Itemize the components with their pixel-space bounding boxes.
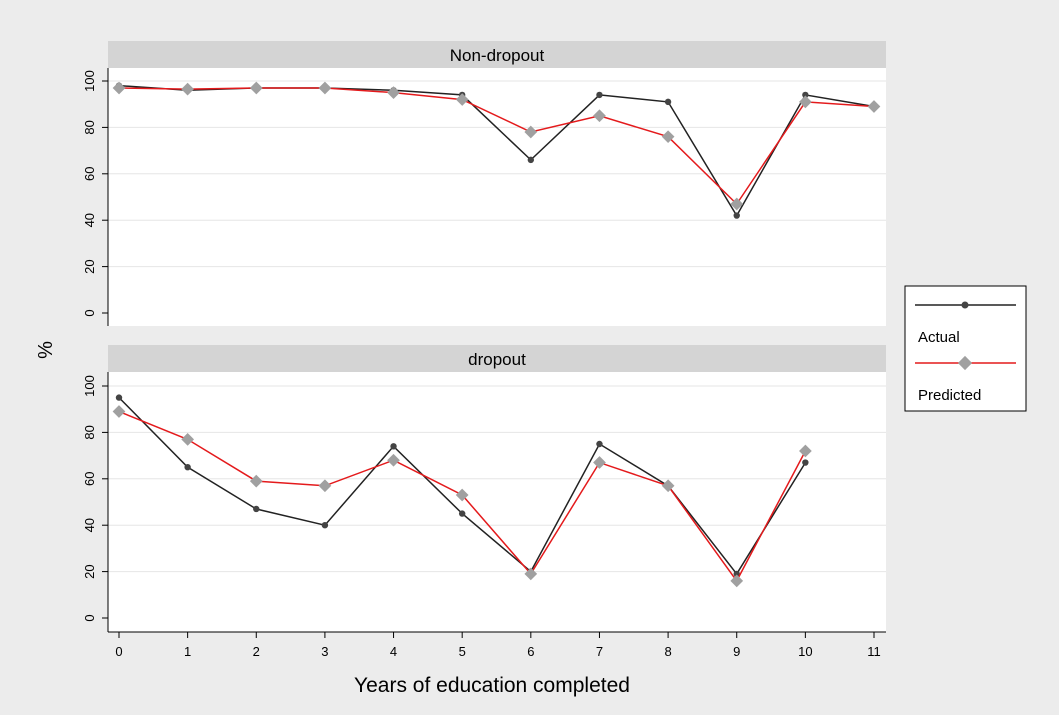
panel-title: dropout [468, 350, 526, 369]
predicted-point [112, 81, 126, 95]
actual-point [596, 440, 603, 448]
actual-point [802, 91, 809, 99]
predicted-point [730, 197, 744, 211]
x-tick-label: 3 [321, 644, 328, 659]
predicted-point [867, 100, 881, 113]
legend-actual-marker [961, 301, 969, 309]
actual-point [802, 459, 809, 466]
legend: Actual Predicted [904, 285, 1027, 412]
actual-point [184, 464, 191, 471]
y-tick-label: 80 [82, 120, 97, 134]
panel-header [108, 345, 886, 372]
actual-point [458, 510, 466, 517]
actual-point [321, 522, 329, 529]
predicted-point [112, 405, 126, 418]
y-axis-label: % [35, 341, 57, 359]
series-line-predicted [118, 87, 875, 206]
x-tick-label: 1 [184, 644, 191, 659]
predicted-point [249, 81, 263, 95]
actual-point [733, 212, 740, 219]
x-axis: 0 1 2 3 4 5 6 7 8 9 10 11 [108, 631, 886, 659]
x-tick-label: 0 [115, 644, 122, 659]
panels: Non-dropout 0 20 40 60 80 100 dropout 0 20 40 60 80 1… [82, 41, 886, 632]
actual-point [664, 98, 672, 106]
predicted-point [249, 474, 263, 488]
predicted-point [181, 82, 194, 96]
actual-point [115, 394, 123, 401]
predicted-point [181, 433, 195, 446]
y-tick-label: 80 [82, 425, 97, 439]
y-tick-label: 40 [82, 213, 97, 227]
x-tick-label: 7 [596, 644, 603, 659]
y-tick-label: 100 [82, 70, 97, 92]
panel-title: Non-dropout [450, 46, 545, 65]
x-tick-label: 4 [390, 644, 397, 659]
x-tick-label: 10 [798, 644, 812, 659]
plot-area [108, 372, 886, 632]
panel-header [108, 41, 886, 68]
predicted-point [387, 86, 400, 99]
legend-box [904, 285, 1027, 412]
y-tick-label: 0 [82, 309, 97, 316]
panel-2: dropout 0 20 40 60 80 100 [82, 345, 886, 632]
y-tick-label: 20 [82, 259, 97, 273]
predicted-point [661, 479, 675, 493]
y-tick-label: 40 [82, 518, 97, 532]
predicted-point [799, 444, 812, 458]
x-tick-label: 2 [253, 644, 260, 659]
y-tick-label: 20 [82, 564, 97, 578]
x-tick-label: 8 [664, 644, 671, 659]
y-tick-label: 100 [82, 375, 97, 397]
predicted-point [387, 453, 400, 467]
x-axis-label: Years of education completed [354, 674, 630, 697]
y-tick-label: 60 [82, 472, 97, 486]
x-tick-label: 9 [733, 644, 740, 659]
x-tick-label: 11 [867, 644, 881, 659]
panel-1: Non-dropout 0 20 40 60 80 100 [82, 41, 886, 326]
predicted-point [661, 130, 675, 144]
actual-point [596, 91, 603, 99]
y-tick-label: 60 [82, 167, 97, 181]
actual-point [733, 570, 740, 578]
actual-point [390, 443, 397, 450]
legend-predicted-marker [957, 355, 973, 371]
y-tick-label: 0 [82, 614, 97, 621]
plot-area [108, 68, 886, 326]
legend-label-predicted: Predicted [918, 387, 981, 404]
actual-point [253, 505, 260, 513]
actual-point [527, 156, 535, 164]
predicted-point [318, 479, 332, 493]
predicted-point [524, 567, 538, 581]
x-tick-label: 6 [527, 644, 534, 659]
legend-label-actual: Actual [918, 329, 960, 346]
x-tick-label: 5 [459, 644, 466, 659]
